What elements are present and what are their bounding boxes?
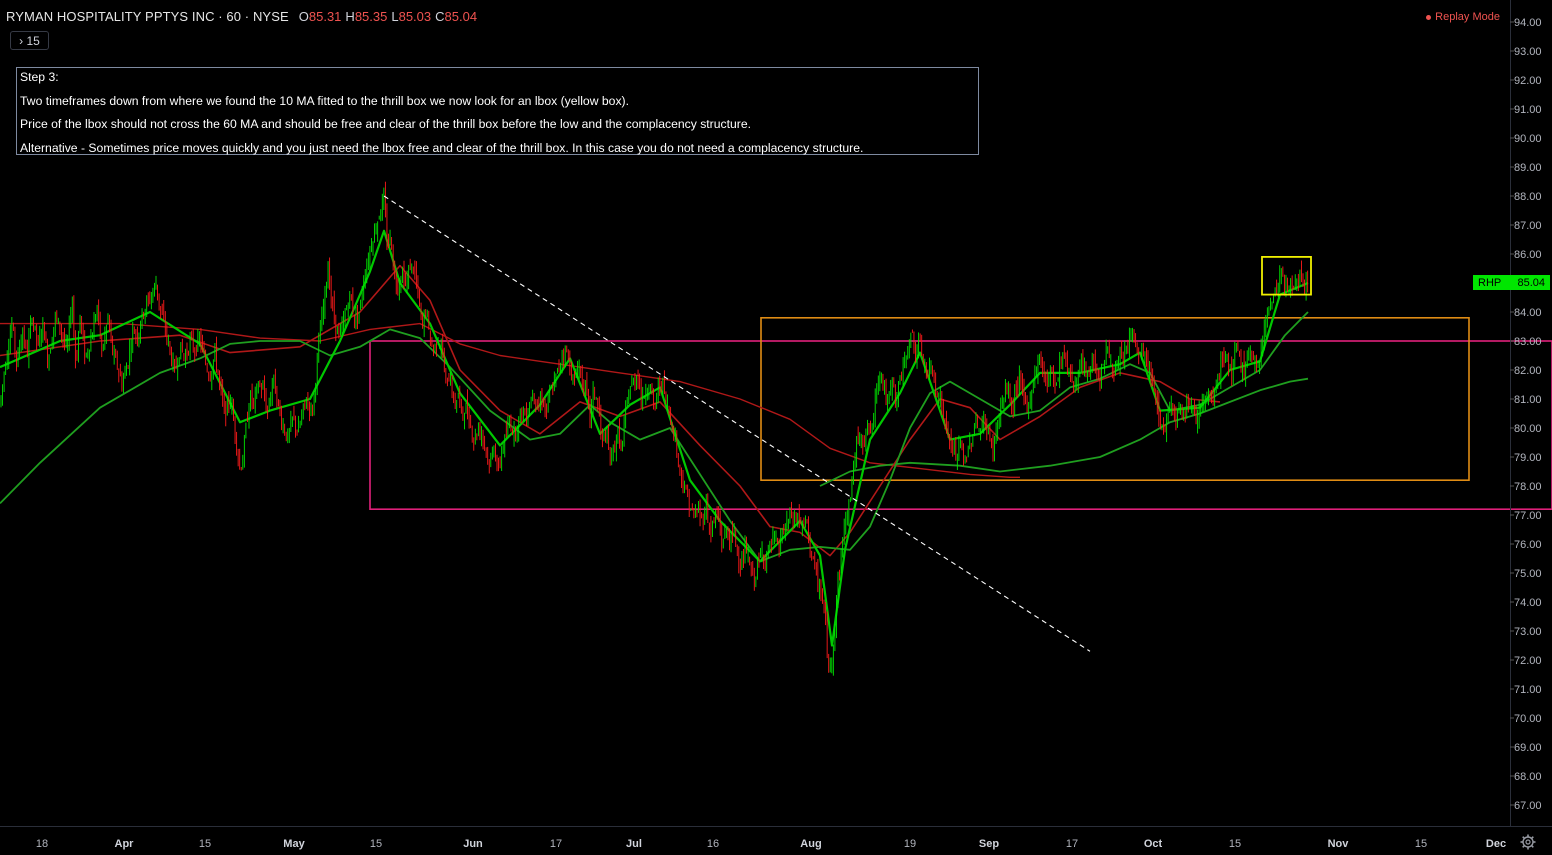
symbol-title: RYMAN HOSPITALITY PPTYS INC · 60 · NYSE [6, 8, 289, 24]
candlestick-series [0, 181, 1309, 676]
price-tick-label: 77.00 [1514, 510, 1542, 522]
time-tick-label: Jul [626, 838, 642, 850]
moving-averages [0, 229, 1309, 647]
price-tick-label: 91.00 [1514, 104, 1542, 116]
note-title: Step 3: [20, 70, 59, 84]
price-tick-label: 88.00 [1514, 191, 1542, 203]
note-line: Price of the lbox should not cross the 6… [20, 117, 751, 131]
price-tick-label: 93.00 [1514, 46, 1542, 58]
price-tick-label: 69.00 [1514, 742, 1542, 754]
close-value: 85.04 [444, 8, 478, 24]
low-label: L [391, 8, 399, 24]
gear-icon[interactable] [1519, 833, 1537, 851]
replay-mode-label: Replay Mode [1435, 11, 1500, 23]
overlay-layer [383, 195, 1312, 652]
price-tick-label: 71.00 [1514, 684, 1542, 696]
price-tick-label: 87.00 [1514, 220, 1542, 232]
price-tag-value: 85.04 [1517, 276, 1545, 289]
ma-green-fast-line [0, 229, 1309, 647]
last-price-tag: RHP 85.04 [1473, 275, 1550, 290]
price-tick-label: 89.00 [1514, 162, 1542, 174]
replay-dot-icon [1426, 14, 1432, 20]
time-tick-label: Jun [463, 838, 483, 850]
price-tick-label: 82.00 [1514, 365, 1542, 377]
time-tick-label: 17 [550, 838, 562, 850]
price-tick-label: 74.00 [1514, 597, 1542, 609]
drawing-layer [369, 316, 1552, 510]
price-tick-label: 90.00 [1514, 133, 1542, 145]
time-tick-label: Nov [1328, 838, 1350, 850]
high-label: H [345, 8, 355, 24]
price-tick-label: 79.00 [1514, 452, 1542, 464]
close-label: C [435, 8, 445, 24]
price-tick-label: 84.00 [1514, 307, 1542, 319]
price-tick-label: 78.00 [1514, 481, 1542, 493]
time-tick-label: 19 [904, 838, 916, 850]
price-tick-label: 76.00 [1514, 539, 1542, 551]
price-tick-label: 80.00 [1514, 423, 1542, 435]
interval-button[interactable]: › 15 [10, 31, 49, 50]
price-tick-label: 86.00 [1514, 249, 1542, 261]
ma-red-slow-line [0, 322, 1020, 478]
time-tick-label: Aug [800, 838, 821, 850]
price-tick-label: 92.00 [1514, 75, 1542, 87]
ma-red-fast-line [0, 264, 1221, 557]
step-note-box[interactable]: Step 3: Two timeframes down from where w… [16, 67, 979, 155]
time-tick-label: 15 [199, 838, 211, 850]
time-tick-label: 15 [1415, 838, 1427, 850]
price-tag-symbol: RHP [1478, 276, 1502, 289]
price-tick-label: 81.00 [1514, 394, 1542, 406]
time-tick-label: Dec [1486, 838, 1506, 850]
price-tick-label: 72.00 [1514, 655, 1542, 667]
ma-green-slow-line [819, 377, 1309, 487]
price-tick-label: 70.00 [1514, 713, 1542, 725]
time-tick-label: 18 [36, 838, 48, 850]
orange-box [760, 316, 1470, 481]
time-tick-label: May [283, 838, 305, 850]
low-value: 85.03 [398, 8, 432, 24]
price-tick-label: 68.00 [1514, 771, 1542, 783]
time-tick-label: 17 [1066, 838, 1078, 850]
price-tick-label: 73.00 [1514, 626, 1542, 638]
time-tick-label: Sep [979, 838, 999, 850]
open-value: 85.31 [308, 8, 342, 24]
open-label: O [298, 8, 309, 24]
high-value: 85.35 [354, 8, 388, 24]
time-tick-label: 16 [707, 838, 719, 850]
symbol-header: RYMAN HOSPITALITY PPTYS INC · 60 · NYSE … [6, 6, 477, 26]
time-tick-label: 15 [370, 838, 382, 850]
time-tick-label: 15 [1229, 838, 1241, 850]
thrill-box [369, 340, 1552, 510]
note-line: Two timeframes down from where we found … [20, 93, 629, 108]
time-tick-label: Apr [115, 838, 135, 850]
time-tick-label: Oct [1144, 838, 1163, 850]
price-axis[interactable]: 94.00 93.00 92.00 91.00 90.00 89.00 88.00 87.00… [1510, 0, 1542, 826]
price-tick-label: 75.00 [1514, 568, 1542, 580]
price-tick-label: 94.00 [1514, 17, 1542, 29]
replay-mode-indicator[interactable]: Replay Mode [1426, 11, 1500, 23]
note-line: Alternative - Sometimes price moves quic… [20, 140, 864, 155]
time-axis[interactable]: 18 Apr 15 May 15 Jun 17 Jul 16 Aug 19 Sep 17 Oct 15 Nov… [0, 826, 1552, 851]
price-tick-label: 83.00 [1514, 336, 1542, 348]
price-tick-label: 67.00 [1514, 800, 1542, 812]
lbox-yellow [1261, 255, 1312, 296]
